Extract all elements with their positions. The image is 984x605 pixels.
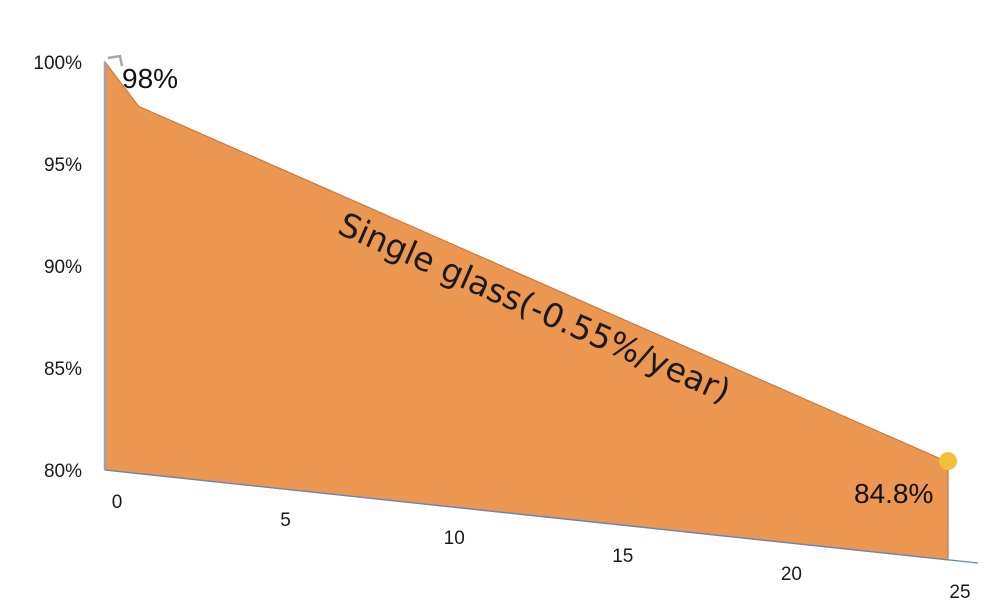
axes <box>103 54 979 564</box>
y-tick-label: 90% <box>44 257 82 278</box>
data-label-start: 98% <box>122 63 178 94</box>
x-axis-ticks: 0 5 10 15 20 25 <box>112 492 971 603</box>
x-tick-label: 10 <box>444 528 465 549</box>
x-tick-label: 5 <box>280 510 291 531</box>
x-axis-line <box>104 469 979 564</box>
x-tick-label: 25 <box>949 582 970 603</box>
plot-area: Single glass(-0.55%/year) <box>104 60 949 561</box>
end-point-marker <box>939 452 957 471</box>
data-label-end: 84.8% <box>854 478 933 509</box>
y-axis-top-cap <box>107 54 124 67</box>
data-labels: 98% 84.8% <box>122 63 957 509</box>
x-tick-label: 20 <box>781 564 802 585</box>
y-axis-ticks: 100% 95% 90% 85% 80% <box>33 53 82 482</box>
x-tick-label: 15 <box>612 546 633 567</box>
y-tick-label: 95% <box>44 155 82 176</box>
x-tick-label: 0 <box>112 492 123 513</box>
y-tick-label: 85% <box>44 359 82 380</box>
y-tick-label: 100% <box>33 53 82 74</box>
y-tick-label: 80% <box>44 461 82 482</box>
